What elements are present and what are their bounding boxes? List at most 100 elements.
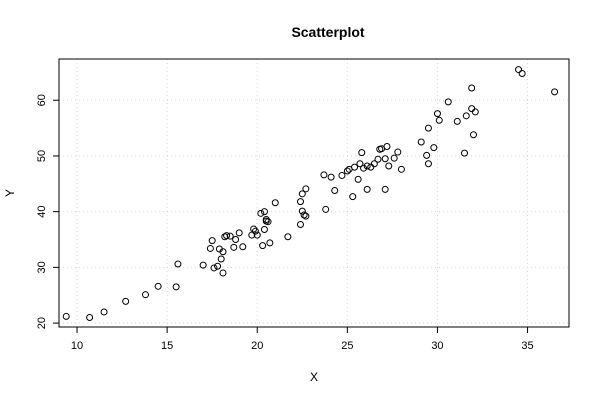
data-point-8 [199, 261, 207, 269]
data-point-56 [358, 149, 366, 157]
data-point-5 [154, 282, 162, 290]
data-point-59 [363, 185, 371, 193]
data-point-61 [370, 160, 378, 168]
data-point-62 [374, 155, 382, 163]
data-point-35 [266, 239, 274, 247]
data-point-19 [226, 232, 234, 240]
data-point-44 [302, 185, 310, 193]
data-point-24 [248, 231, 256, 239]
data-point-4 [142, 291, 150, 299]
data-point-48 [331, 186, 339, 194]
y-tick-label-3: 50 [36, 150, 48, 162]
data-point-47 [327, 173, 335, 181]
x-axis-label: X [310, 370, 318, 384]
data-point-30 [260, 225, 268, 233]
x-tick-label-5: 35 [521, 340, 533, 352]
data-point-26 [251, 227, 259, 235]
data-point-65 [381, 185, 389, 193]
data-point-3 [122, 297, 130, 305]
data-point-29 [259, 242, 267, 250]
data-point-52 [349, 193, 357, 201]
data-point-74 [424, 160, 432, 168]
data-point-85 [469, 131, 477, 139]
data-point-49 [338, 171, 346, 179]
data-point-79 [444, 98, 452, 106]
data-point-54 [354, 175, 362, 183]
x-tick-label-4: 30 [431, 340, 443, 352]
x-axis: 10 15 20 25 30 35 [71, 326, 534, 352]
data-point-88 [518, 69, 526, 77]
data-point-15 [219, 269, 227, 277]
data-points [62, 66, 559, 322]
data-point-31 [260, 208, 268, 216]
data-point-46 [322, 205, 330, 213]
data-point-73 [423, 151, 431, 159]
data-point-70 [394, 148, 402, 156]
data-point-34 [264, 218, 272, 226]
data-point-28 [257, 209, 265, 217]
data-point-1 [86, 314, 94, 322]
data-point-41 [298, 190, 306, 198]
y-tick-label-1: 30 [36, 261, 48, 273]
data-point-83 [468, 84, 476, 92]
data-point-2 [100, 308, 108, 316]
data-point-89 [551, 88, 559, 96]
chart-title: Scatterplot [291, 24, 364, 40]
data-point-14 [217, 255, 225, 263]
y-axis: 20 30 40 50 60 [36, 94, 60, 329]
data-point-37 [284, 233, 292, 241]
data-point-39 [296, 198, 304, 206]
y-tick-label-2: 40 [36, 206, 48, 218]
data-point-53 [351, 163, 359, 171]
data-point-55 [356, 160, 364, 168]
data-point-6 [172, 283, 180, 291]
data-point-76 [430, 144, 438, 152]
y-axis-label: Y [3, 189, 17, 197]
data-point-71 [397, 165, 405, 173]
data-point-42 [300, 211, 308, 219]
data-point-68 [385, 162, 393, 170]
x-tick-label-0: 10 [71, 340, 83, 352]
data-point-25 [250, 225, 258, 233]
data-point-50 [343, 167, 351, 175]
data-point-58 [363, 162, 371, 170]
x-tick-label-1: 15 [161, 340, 173, 352]
data-point-80 [453, 117, 461, 125]
y-tick-label-4: 60 [36, 94, 48, 106]
data-point-66 [381, 155, 389, 163]
data-point-33 [262, 215, 270, 223]
data-point-87 [515, 66, 523, 74]
data-point-69 [390, 154, 398, 162]
data-point-27 [253, 231, 261, 239]
plot-area [58, 58, 570, 328]
data-point-84 [468, 105, 476, 113]
data-point-40 [298, 207, 306, 215]
data-point-22 [235, 229, 243, 237]
data-point-57 [360, 164, 368, 172]
grid [59, 59, 569, 327]
data-point-11 [210, 264, 218, 272]
data-point-67 [383, 142, 391, 150]
data-point-12 [214, 262, 222, 270]
data-point-81 [460, 149, 468, 157]
data-point-77 [433, 110, 441, 118]
data-point-7 [174, 260, 182, 268]
x-tick-label-3: 25 [341, 340, 353, 352]
data-point-9 [206, 244, 214, 252]
data-point-18 [223, 232, 231, 240]
data-point-17 [221, 233, 229, 241]
y-tick-label-0: 20 [36, 317, 48, 329]
data-point-38 [296, 220, 304, 228]
data-point-20 [230, 243, 238, 251]
data-point-23 [239, 243, 247, 251]
data-point-43 [302, 212, 310, 220]
x-tick-label-2: 20 [251, 340, 263, 352]
data-point-78 [435, 116, 443, 124]
data-point-72 [417, 138, 425, 146]
data-point-60 [367, 163, 375, 171]
data-point-75 [424, 124, 432, 132]
data-point-82 [462, 112, 470, 120]
data-point-0 [62, 312, 70, 320]
data-point-21 [232, 236, 240, 244]
